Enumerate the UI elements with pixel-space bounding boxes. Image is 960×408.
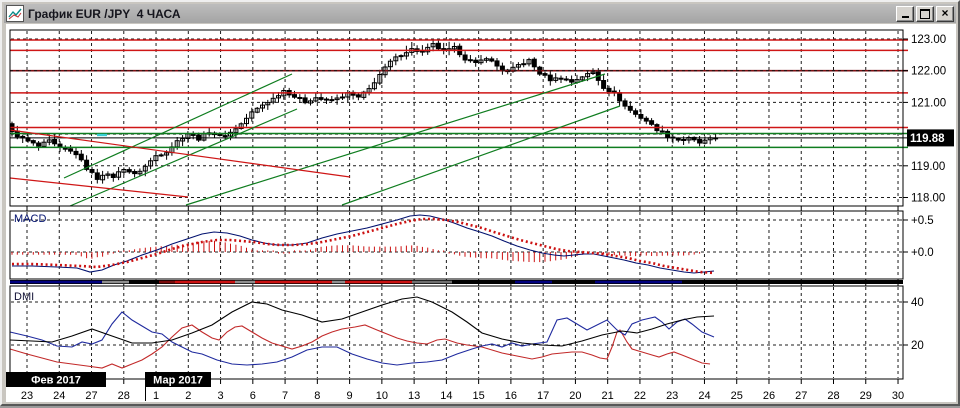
date-tick-label: 28 [118, 390, 130, 402]
price-axis-label: 118.00 [911, 193, 945, 205]
chart-background [6, 24, 956, 402]
date-tick-label: 10 [376, 390, 388, 402]
trend-strip [10, 280, 903, 284]
dmi-axis-label: 40 [911, 297, 924, 309]
candle-wicks [11, 39, 717, 184]
date-tick-label: 3 [217, 390, 223, 402]
macd-axis-label: +0.0 [911, 247, 934, 259]
month-badge-label: Мар 2017 [153, 375, 203, 387]
date-tick-label: 15 [473, 390, 485, 402]
date-tick-label: 6 [250, 390, 256, 402]
chart-icon [6, 5, 24, 22]
date-tick-label: 17 [537, 390, 549, 402]
price-axis-label: 119.00 [911, 161, 945, 173]
trendlines [9, 73, 621, 207]
month-badge [145, 372, 211, 387]
trend-strip-segment [175, 280, 235, 284]
trend-strip-segment [412, 280, 452, 284]
dmi-panel [9, 296, 715, 369]
window-title: График EUR /JPY 4 ЧАСА [28, 6, 181, 21]
macd-signal-line [12, 217, 715, 275]
trend-strip-segment [682, 280, 715, 284]
date-tick-label: 7 [282, 390, 288, 402]
date-tick-label: 8 [314, 390, 320, 402]
trendline [69, 108, 298, 207]
axis-labels: 123.00 122.00 121.00 119.00 118.00 +0.0 +0.5 40… [6, 34, 954, 402]
close-icon: × [941, 5, 949, 20]
maximize-icon [920, 8, 930, 19]
trendline [9, 129, 351, 178]
dmi-label: DMI [14, 291, 34, 303]
trend-strip-segment [159, 280, 175, 284]
date-tick-label: 13 [408, 390, 420, 402]
date-tick-label: 20 [569, 390, 581, 402]
dmi-adx-line [9, 296, 715, 347]
price-axis-label: 121.00 [911, 97, 946, 109]
date-tick-label: 2 [185, 390, 191, 402]
date-tick-label: 9 [347, 390, 353, 402]
date-tick-label: 22 [634, 390, 646, 402]
gridlines [11, 31, 902, 378]
maximize-button[interactable] [916, 5, 934, 22]
date-tick-label: 1 [153, 390, 159, 402]
trend-strip-segment [332, 280, 345, 284]
date-tick-label: 25 [731, 390, 743, 402]
trend-strip-segment [235, 280, 255, 284]
date-tick-label: 27 [85, 390, 97, 402]
close-button[interactable]: × [936, 5, 954, 22]
trend-strip-segment [255, 280, 332, 284]
date-tick-label: 14 [440, 390, 452, 402]
macd-axis-label: +0.5 [911, 215, 934, 227]
date-tick-label: 28 [827, 390, 839, 402]
trend-strip-segment [10, 280, 102, 284]
date-tick-label: 23 [666, 390, 678, 402]
titlebar[interactable]: График EUR /JPY 4 ЧАСА × [4, 4, 956, 23]
trendline [9, 177, 189, 198]
date-tick-label: 23 [21, 390, 33, 402]
date-tick-label: 27 [795, 390, 807, 402]
dmi-minus-di-line [9, 311, 715, 366]
date-tick-label: 16 [505, 390, 517, 402]
macd-label: MACD [14, 213, 46, 225]
minimize-icon [901, 16, 909, 18]
trend-strip-segment [129, 280, 159, 284]
price-axis-label: 122.00 [911, 66, 946, 78]
price-axis-label: 123.00 [911, 34, 946, 46]
macd-panel [11, 214, 715, 275]
date-tick-label: 30 [892, 390, 904, 402]
date-tick-label: 29 [860, 390, 872, 402]
trend-strip-segment [452, 280, 515, 284]
trend-strip-segment [102, 280, 129, 284]
dmi-plus-di-line [9, 324, 711, 369]
date-tick-label: 26 [763, 390, 775, 402]
trendline [185, 73, 606, 206]
trend-strip-segment [595, 280, 682, 284]
month-badge [6, 372, 106, 387]
trendline [341, 105, 621, 206]
panel-frames [9, 29, 904, 380]
current-price-label: 119.88 [910, 133, 945, 145]
date-tick-label: 24 [698, 390, 710, 402]
month-badge-label: Фев 2017 [31, 375, 81, 387]
current-price-badge [907, 129, 954, 147]
dmi-axis-label: 20 [911, 340, 924, 352]
macd-line [12, 214, 715, 274]
date-tick-label: 21 [602, 390, 614, 402]
trend-strip-segment [515, 280, 552, 284]
trend-strip-segment [552, 280, 595, 284]
date-tick-label: 24 [53, 390, 65, 402]
minimize-button[interactable] [896, 5, 914, 22]
trendline [63, 73, 293, 179]
trend-strip-segment [345, 280, 412, 284]
price-levels [10, 39, 908, 149]
candles [9, 39, 719, 184]
